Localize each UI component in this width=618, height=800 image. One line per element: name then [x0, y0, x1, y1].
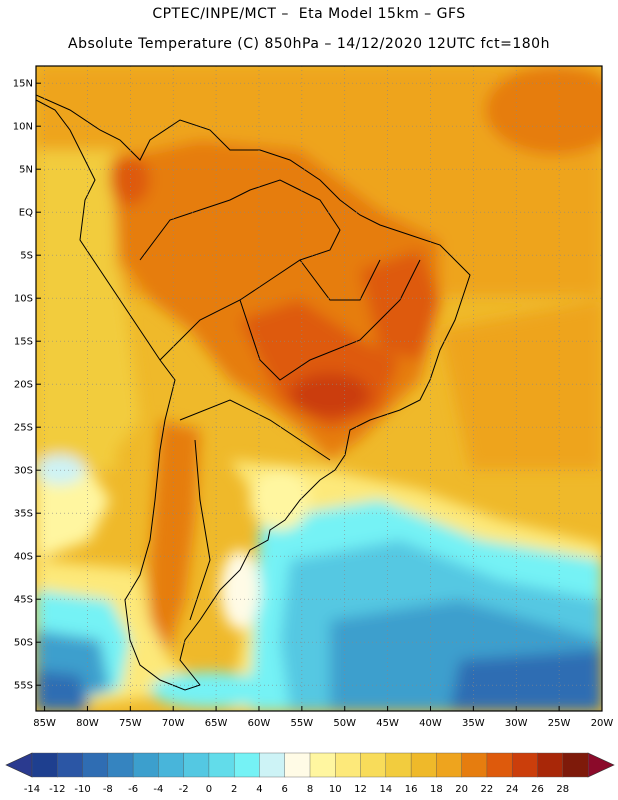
lat-label: 5S: [20, 251, 33, 262]
coastlines: [36, 94, 471, 691]
colorbar-swatch: [335, 752, 362, 778]
lat-label: EQ: [19, 208, 33, 219]
colorbar-swatch: [233, 752, 260, 778]
lat-label: 50S: [14, 638, 33, 649]
latitude-labels: 15N 10N 5N EQ 5S 10S 15S 20S 25S 30S 35S 40S 45S 50S 5…: [13, 79, 41, 692]
colorbar-swatch: [410, 752, 437, 778]
colorbar-tick-label: 12: [354, 784, 367, 795]
lon-label: 65W: [205, 718, 228, 729]
colorbar-swatch: [208, 752, 235, 778]
lon-label: 45W: [376, 718, 399, 729]
colorbar-swatch: [183, 752, 210, 778]
lat-label: 25S: [14, 423, 33, 434]
lat-label: 30S: [14, 466, 33, 477]
lat-label: 35S: [14, 509, 33, 520]
lon-label: 55W: [291, 718, 314, 729]
lat-label: 15N: [13, 79, 33, 90]
colorbar-tick-label: -6: [128, 784, 138, 795]
colorbar-tick-label: -14: [24, 784, 40, 795]
lon-label: 60W: [248, 718, 271, 729]
colorbar-tick-label: 4: [256, 784, 262, 795]
colorbar-tick-label: 28: [556, 784, 569, 795]
colorbar-tick-label: 22: [481, 784, 494, 795]
colorbar-swatch: [486, 752, 513, 778]
lat-label: 10S: [14, 294, 33, 305]
colorbar-tick-label: 20: [455, 784, 468, 795]
temperature-field: [36, 66, 602, 711]
colorbar-tick-label: 2: [231, 784, 237, 795]
colorbar: -14 -12 -10 -8 -6 -4 -2 0 2 4 6 8 10 12 14 16 18 20 22 24 26…: [5, 752, 615, 795]
colorbar-swatch: [57, 752, 84, 778]
colorbar-swatch: [107, 752, 134, 778]
colorbar-tick-label: 14: [379, 784, 392, 795]
lon-label: 50W: [333, 718, 356, 729]
colorbar-swatch: [385, 752, 412, 778]
lat-label: 55S: [14, 681, 33, 692]
map-frame: [35, 65, 603, 712]
lat-label: 40S: [14, 552, 33, 563]
colorbar-tick-label: -8: [103, 784, 113, 795]
lon-label: 85W: [33, 718, 56, 729]
map-title-line2: Absolute Temperature (C) 850hPa – 14/12/…: [68, 36, 550, 52]
colorbar-swatch: [360, 752, 387, 778]
colorbar-tick-label: 8: [307, 784, 313, 795]
colorbar-swatch: [436, 752, 463, 778]
colorbar-swatch: [562, 752, 589, 778]
colorbar-tick-label: 16: [405, 784, 418, 795]
colorbar-low-arrow: [5, 752, 33, 778]
colorbar-swatch: [511, 752, 538, 778]
colorbar-swatch: [461, 752, 488, 778]
lon-label: 80W: [76, 718, 99, 729]
lat-label: 15S: [14, 337, 33, 348]
colorbar-tick-label: 18: [430, 784, 443, 795]
map-title-line1: CPTEC/INPE/MCT – Eta Model 15km – GFS: [152, 6, 466, 22]
lat-label: 20S: [14, 380, 33, 391]
colorbar-swatch: [284, 752, 311, 778]
colorbar-tick-label: 6: [282, 784, 288, 795]
lon-label: 25W: [548, 718, 571, 729]
colorbar-tick-label: -2: [179, 784, 189, 795]
lon-label: 40W: [419, 718, 442, 729]
colorbar-tick-label: 10: [329, 784, 342, 795]
lon-label: 70W: [162, 718, 185, 729]
colorbar-tick-label: 26: [531, 784, 544, 795]
colorbar-tick-label: -10: [74, 784, 90, 795]
colorbar-swatch: [259, 752, 286, 778]
lat-label: 45S: [14, 595, 33, 606]
colorbar-tick-label: -12: [49, 784, 65, 795]
colorbar-swatch: [158, 752, 185, 778]
lon-label: 30W: [505, 718, 528, 729]
lon-label: 20W: [591, 718, 614, 729]
lon-label: 35W: [462, 718, 485, 729]
colorbar-tick-label: 24: [506, 784, 519, 795]
colorbar-tick-label: -4: [153, 784, 163, 795]
lat-label: 10N: [13, 122, 33, 133]
colorbar-swatch: [31, 752, 58, 778]
lat-label: 5N: [19, 165, 33, 176]
colorbar-swatch: [309, 752, 336, 778]
colorbar-swatch: [537, 752, 564, 778]
colorbar-tick-label: 0: [206, 784, 212, 795]
colorbar-high-arrow: [587, 752, 615, 778]
longitude-labels: 85W 80W 75W 70W 65W 60W 55W 50W 45W 40W 35W 30W 25W 2…: [33, 706, 613, 729]
lon-label: 75W: [119, 718, 142, 729]
colorbar-swatch: [132, 752, 159, 778]
colorbar-swatch: [82, 752, 109, 778]
